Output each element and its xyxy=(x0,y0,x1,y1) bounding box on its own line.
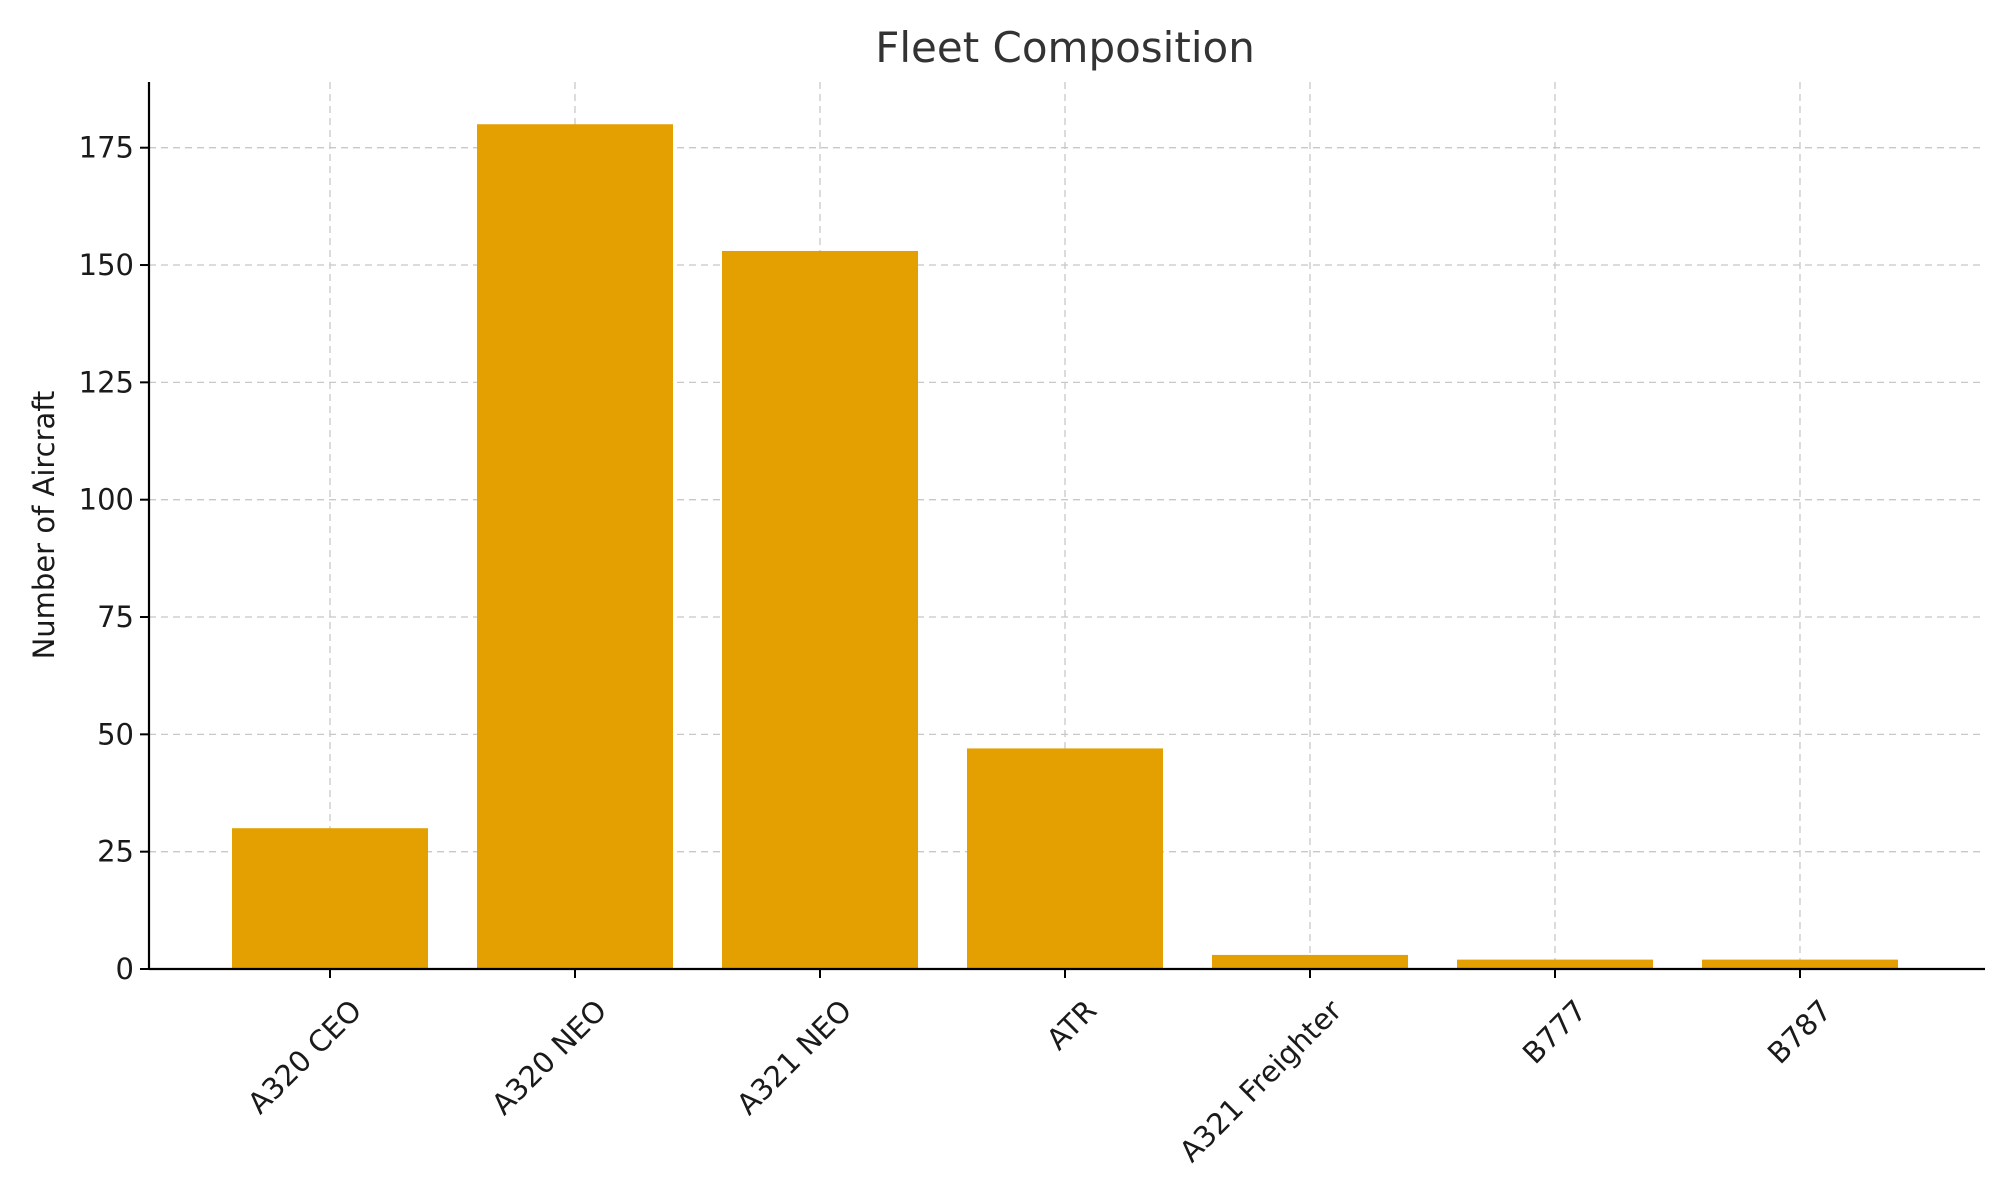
y-tick-labels: 0 25 50 75 100 125 150 175 xyxy=(79,131,134,986)
y-tick-label: 100 xyxy=(79,483,134,517)
grid-lines xyxy=(149,82,1985,969)
x-tick-label: A321 NEO xyxy=(730,993,858,1121)
y-tick-label: 25 xyxy=(97,835,134,869)
bar xyxy=(1702,959,1898,969)
x-tick-label: A320 NEO xyxy=(485,993,613,1121)
x-tick-label: B777 xyxy=(1516,993,1593,1070)
x-tick-label: ATR xyxy=(1040,993,1103,1056)
bar xyxy=(477,124,673,969)
bar xyxy=(967,748,1163,969)
y-tick-label: 0 xyxy=(116,952,134,986)
chart-title: Fleet Composition xyxy=(875,23,1255,72)
y-tick-label: 75 xyxy=(97,600,134,634)
x-tick-label: A320 CEO xyxy=(241,993,368,1120)
x-tick-label: B787 xyxy=(1761,993,1838,1070)
x-tick-label: A321 Freighter xyxy=(1173,993,1348,1168)
axes xyxy=(140,82,1985,978)
y-tick-label: 150 xyxy=(79,248,134,282)
y-tick-label: 175 xyxy=(79,131,134,165)
y-tick-label: 50 xyxy=(97,717,134,751)
bar xyxy=(1212,954,1408,969)
y-axis-label: Number of Aircraft xyxy=(27,391,61,660)
bars xyxy=(232,124,1898,969)
bar xyxy=(232,828,428,969)
bar xyxy=(1457,959,1653,969)
y-tick-label: 125 xyxy=(79,365,134,399)
x-tick-labels: A320 CEO A320 NEO A321 NEO ATR A321 Freighte… xyxy=(241,993,1838,1168)
bar xyxy=(722,250,918,969)
